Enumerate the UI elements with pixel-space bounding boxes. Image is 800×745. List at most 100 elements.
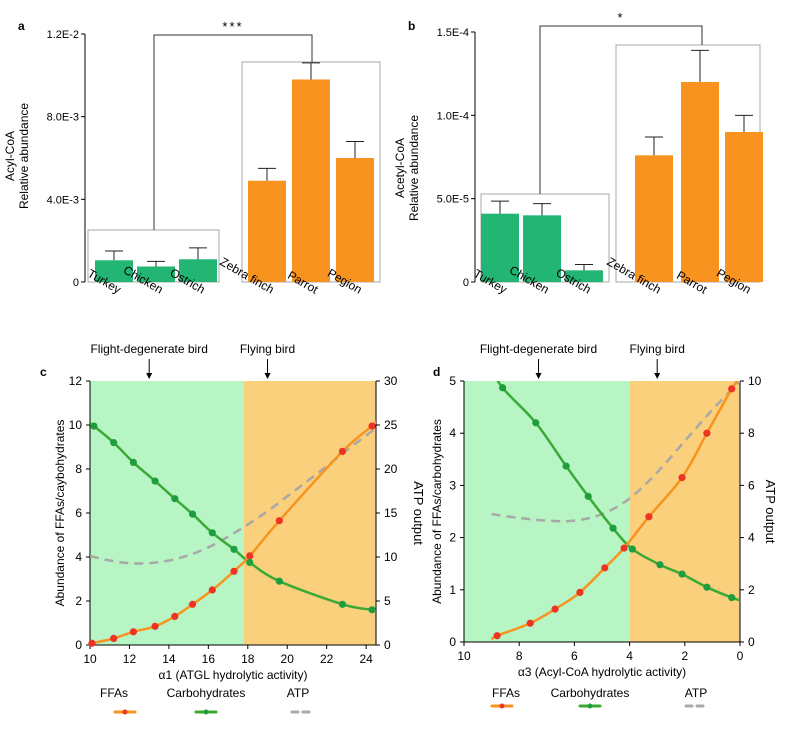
- y-axis-label: Acetyl-CoA: [393, 138, 407, 198]
- y2-axis-label: ATP output: [411, 481, 426, 545]
- point-ffas: [129, 628, 137, 636]
- point-carbohydrates: [532, 419, 540, 427]
- y2-tick-label: 0: [748, 635, 755, 649]
- x-tick-label: 4: [626, 649, 633, 663]
- bar-chicken: [137, 266, 175, 282]
- point-carbohydrates: [703, 583, 711, 591]
- y2-tick-label: 30: [384, 374, 398, 388]
- y2-tick-label: 8: [748, 426, 755, 440]
- series-atp-line: [491, 381, 740, 523]
- y-tick-label: 0: [463, 277, 469, 289]
- point-ffas: [551, 605, 559, 613]
- x-tick-label: 12: [123, 652, 137, 666]
- y-tick-label: 3: [449, 478, 456, 492]
- point-carbohydrates: [275, 577, 283, 585]
- significance-label: *: [617, 10, 624, 25]
- y-tick-label: 4.0E-3: [47, 194, 79, 206]
- bar-zebra-finch: [248, 180, 286, 282]
- point-carbohydrates: [562, 462, 570, 470]
- significance-bracket: [539, 25, 703, 194]
- point-ffas: [275, 517, 283, 525]
- y-axis-label: Abundance of FFAs/caybohydrates: [53, 420, 67, 607]
- x-tick-label: 6: [571, 649, 578, 663]
- annotation-flight-degenerate: Flight-degenerate bird: [90, 342, 207, 356]
- y-tick-label: 12: [69, 374, 83, 388]
- panel-letter: a: [18, 19, 25, 33]
- y-tick-label: 4: [75, 550, 82, 564]
- x-tick-label: 22: [320, 652, 334, 666]
- y2-tick-label: 10: [384, 550, 398, 564]
- panel-letter: d: [433, 365, 440, 379]
- y2-tick-label: 4: [748, 531, 755, 545]
- y-tick-label: 2: [449, 531, 456, 545]
- point-carbohydrates: [728, 594, 736, 602]
- panel-letter: c: [40, 365, 47, 379]
- x-tick-label: 18: [241, 652, 255, 666]
- arrow-head: [146, 373, 153, 379]
- point-carbohydrates: [678, 570, 686, 578]
- y-tick-label: 6: [75, 506, 82, 520]
- legend-ffas-label: FFAs: [100, 686, 128, 700]
- legend-carbohydrates-label: Carbohydrates: [167, 686, 246, 700]
- point-ffas: [576, 588, 584, 597]
- legend-carbohydrates-swatch-dot: [587, 703, 593, 709]
- point-carbohydrates: [656, 561, 664, 569]
- bar-turkey: [481, 213, 519, 282]
- y-tick-label: 0: [73, 277, 79, 289]
- bar-pegion: [336, 158, 374, 282]
- x-tick-label: 0: [737, 649, 744, 663]
- bar-chicken: [523, 215, 561, 282]
- bar-ostrich: [179, 259, 217, 282]
- point-ffas: [230, 567, 238, 575]
- x-tick-label: 2: [681, 649, 688, 663]
- point-carbohydrates: [208, 529, 216, 537]
- y-tick-label: 1.0E-4: [437, 110, 469, 122]
- y2-tick-label: 0: [384, 638, 391, 652]
- y2-tick-label: 25: [384, 418, 398, 432]
- panel-d-alpha3-line-chart: d Flight-degenerate bird Flying bird 0 1 2 3 4 5…: [430, 342, 778, 679]
- point-ffas: [110, 634, 118, 643]
- point-ffas: [728, 385, 736, 393]
- legend-ffas-label: FFAs: [492, 686, 520, 700]
- point-carbohydrates: [151, 477, 159, 485]
- x-tick-label: 8: [516, 649, 523, 663]
- legend-carbohydrates-swatch-dot: [203, 709, 209, 715]
- x-tick-label: 24: [359, 652, 373, 666]
- point-carbohydrates: [90, 422, 98, 430]
- y-tick-label: 0: [449, 635, 456, 649]
- y-tick-label: 4: [449, 426, 456, 440]
- legend-panel-d: FFAs Carbohydrates ATP: [490, 686, 708, 709]
- y-tick-label: 8.0E-3: [47, 112, 79, 124]
- y-tick-label: 1.2E-2: [47, 29, 79, 41]
- point-carbohydrates: [584, 492, 592, 500]
- region-flying: [629, 381, 740, 642]
- annotation-flying: Flying bird: [240, 342, 295, 356]
- point-carbohydrates: [499, 384, 507, 392]
- point-carbohydrates: [338, 600, 347, 608]
- legend-carbohydrates-label: Carbohydrates: [551, 686, 630, 700]
- x-tick-label: 20: [281, 652, 295, 666]
- arrow-head: [535, 373, 542, 379]
- point-ffas: [188, 600, 197, 608]
- significance-bracket: [153, 34, 313, 230]
- point-ffas: [171, 612, 179, 621]
- bar-ostrich: [565, 270, 603, 282]
- y-axis-label: Relative abundance: [407, 115, 421, 221]
- y2-tick-label: 10: [748, 374, 762, 388]
- legend-ffas-swatch-dot: [122, 709, 128, 715]
- point-ffas: [338, 447, 347, 455]
- x-tick-label: 10: [457, 649, 471, 663]
- point-ffas: [601, 564, 609, 572]
- point-ffas: [493, 632, 501, 640]
- x-tick-label: Ostrich: [554, 265, 594, 296]
- y-tick-label: 1: [449, 583, 456, 597]
- significance-label: ***: [222, 19, 243, 34]
- region-flight-degenerate: [464, 381, 630, 642]
- point-ffas: [368, 422, 376, 430]
- annotation-flying: Flying bird: [630, 342, 685, 356]
- point-carbohydrates: [246, 558, 254, 567]
- y-tick-label: 10: [69, 418, 83, 432]
- y-tick-label: 5: [449, 374, 456, 388]
- y2-tick-label: 15: [384, 506, 398, 520]
